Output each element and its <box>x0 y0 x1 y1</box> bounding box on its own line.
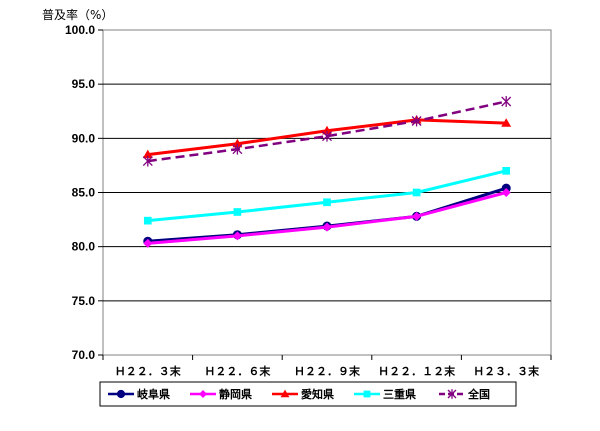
data-point <box>322 130 332 142</box>
data-point <box>502 167 511 175</box>
legend-label: 岐阜県 <box>137 387 170 401</box>
series-line <box>147 100 507 163</box>
series-三重県 <box>143 167 511 225</box>
legend-item-岐阜県: 岐阜県 <box>108 387 170 401</box>
x-axis-ticks: Ｈ２２．３末 Ｈ２２．６末 Ｈ２２．９末 Ｈ２２．１２末 Ｈ２３．３末 <box>102 355 552 378</box>
legend-item-全国: 全国 <box>439 387 490 401</box>
series-静岡県 <box>143 188 511 248</box>
y-axis-ticks: 70.0 75.0 80.0 85.0 90.0 95.0 100.0 <box>65 23 95 362</box>
data-point <box>447 389 457 399</box>
y-tick-label: 100.0 <box>65 23 95 37</box>
data-point <box>199 390 207 398</box>
x-tick-label: Ｈ２２．６末 <box>204 364 271 378</box>
data-point <box>232 231 242 241</box>
data-point <box>116 389 126 399</box>
x-tick-label: Ｈ２３．３末 <box>473 364 540 378</box>
data-point <box>322 125 332 135</box>
data-point <box>411 115 422 127</box>
x-tick-label: Ｈ２２．９末 <box>294 364 361 378</box>
data-point <box>323 198 331 207</box>
data-point <box>280 389 290 398</box>
series-lines <box>142 96 512 248</box>
legend-label: 愛知県 <box>301 387 334 401</box>
data-point <box>233 208 242 216</box>
y-tick-label: 85.0 <box>72 186 96 200</box>
data-point <box>232 138 243 148</box>
y-tick-label: 90.0 <box>72 131 96 145</box>
series-全国 <box>142 96 512 167</box>
y-tick-label: 95.0 <box>72 77 96 91</box>
data-point <box>412 188 421 197</box>
x-tick-label: Ｈ２２．３末 <box>115 364 182 378</box>
data-point <box>142 155 153 167</box>
data-point <box>501 96 512 107</box>
y-tick-label: 80.0 <box>72 240 96 254</box>
y-tick-label: 75.0 <box>72 294 96 308</box>
legend-box <box>99 381 517 407</box>
legend: 岐阜県 静岡県 愛知県 三重県 全国 <box>99 381 517 407</box>
data-point <box>142 149 153 159</box>
y-axis-label: 普及率（%） <box>42 7 113 22</box>
data-point <box>322 222 332 232</box>
legend-item-愛知県: 愛知県 <box>272 387 334 401</box>
data-point <box>501 118 512 127</box>
legend-item-三重県: 三重県 <box>354 387 416 401</box>
data-point <box>412 211 422 221</box>
legend-label: 全国 <box>467 387 490 401</box>
data-point <box>143 238 153 248</box>
data-point <box>232 143 243 155</box>
legend-item-静岡県: 静岡県 <box>190 387 252 401</box>
y-tick-label: 70.0 <box>72 348 96 362</box>
data-point <box>363 390 371 398</box>
x-tick-label: Ｈ２２．１２末 <box>378 364 456 378</box>
data-point <box>501 188 511 197</box>
legend-label: 三重県 <box>383 387 416 401</box>
legend-label: 静岡県 <box>219 387 252 401</box>
data-point <box>143 216 152 225</box>
